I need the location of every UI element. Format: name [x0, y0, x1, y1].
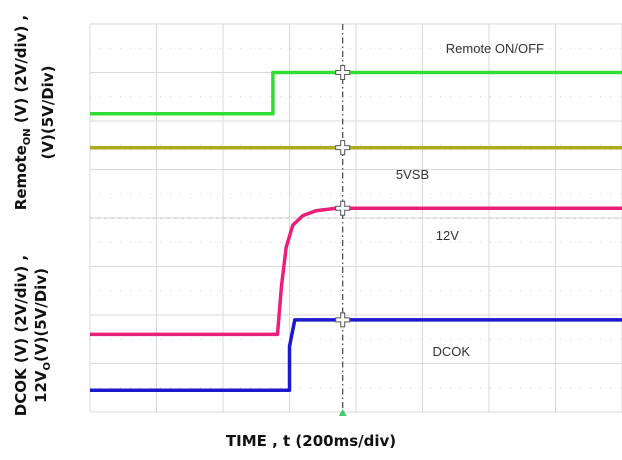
- trigger-marker: [338, 409, 347, 416]
- x-axis-label: TIME , t (200ms/div): [225, 432, 397, 450]
- annotations: Remote ON/OFF 5VSB 12V DCOK: [396, 41, 544, 359]
- grid-dots: [90, 47, 622, 389]
- trace-annotation: 5VSB: [396, 167, 429, 182]
- cursor-cross: [335, 200, 351, 216]
- trace-12v: [90, 206, 622, 337]
- cursor-cross: [335, 312, 351, 328]
- trace-annotation: 12V: [436, 228, 459, 243]
- y-axis-label-bottom: DCOK (V) (2V/div) , 12VO(V)(5V/Div): [11, 254, 53, 416]
- trace-remote-on-off: [90, 70, 622, 116]
- y-axis-label-top: RemoteON (V) (2V/div) , (V)(5V/Div): [11, 14, 57, 210]
- trigger-cursor: [335, 24, 351, 416]
- traces: [90, 70, 622, 392]
- trace-annotation: DCOK: [432, 344, 470, 359]
- cursor-cross: [335, 65, 351, 80]
- cursor-cross: [335, 140, 351, 156]
- trace-annotation: Remote ON/OFF: [446, 41, 544, 56]
- trace-dcok: [90, 318, 622, 392]
